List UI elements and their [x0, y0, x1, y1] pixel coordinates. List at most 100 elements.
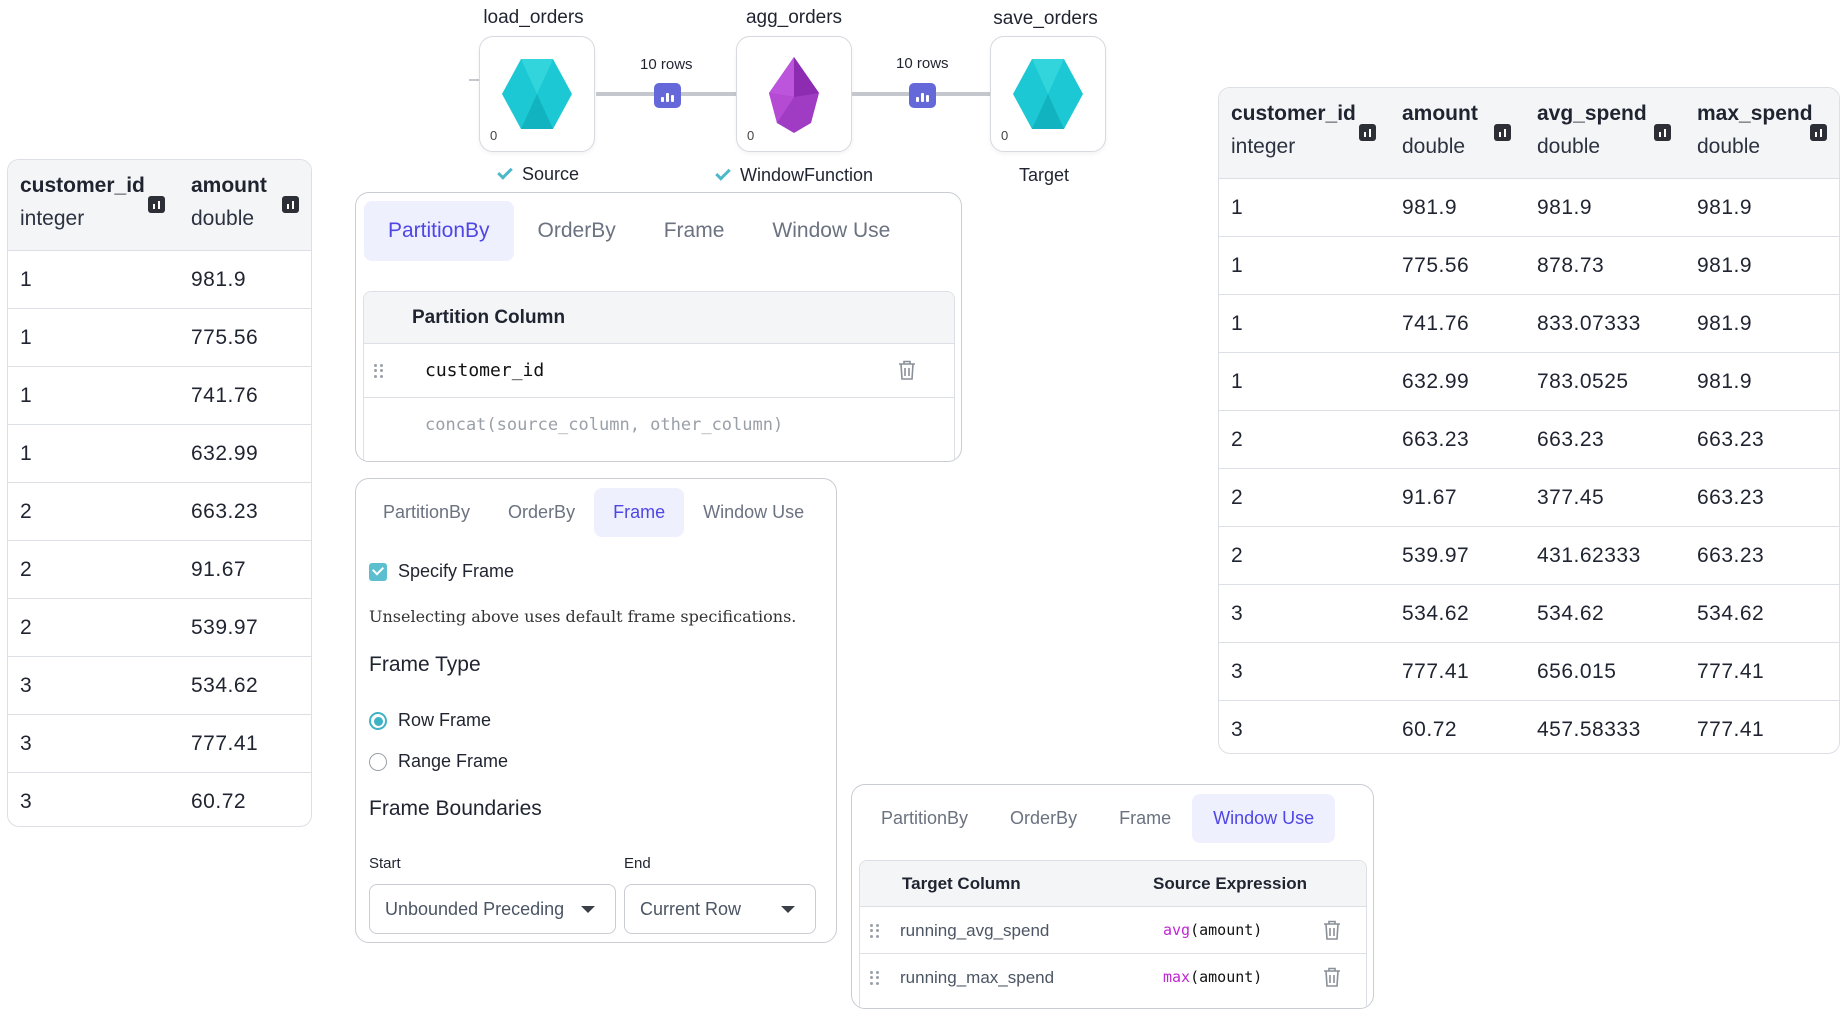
- table-cell: 1: [20, 267, 33, 291]
- table-cell: 534.62: [191, 673, 259, 697]
- table-row: 2 91.67 377.45 663.23: [1219, 469, 1839, 527]
- partition-by-panel: PartitionBy OrderBy Frame Window Use Par…: [355, 192, 962, 462]
- table-cell: 2: [1231, 485, 1244, 509]
- column-header[interactable]: customer_id integer: [1219, 88, 1390, 178]
- table-cell: 663.23: [1537, 427, 1605, 451]
- table-cell: 539.97: [191, 615, 259, 639]
- column-name: max_spend: [1697, 102, 1813, 125]
- node-agg-orders[interactable]: 0: [736, 36, 852, 152]
- table-row: 2 663.23 663.23 663.23: [1219, 411, 1839, 469]
- column-stats-icon[interactable]: [1494, 124, 1511, 141]
- drag-handle-icon[interactable]: [870, 924, 880, 938]
- column-stats-icon[interactable]: [148, 196, 165, 213]
- node-load-orders[interactable]: 0: [479, 36, 595, 152]
- table-cell: 878.73: [1537, 253, 1605, 277]
- table-row: 1 775.56 878.73 981.9: [1219, 237, 1839, 295]
- function-args: (amount): [1190, 968, 1263, 986]
- table-row: 3 60.72 457.58333 777.41: [1219, 701, 1839, 753]
- frame-hint: Unselecting above uses default frame spe…: [369, 607, 797, 626]
- partition-column-value[interactable]: customer_id: [425, 360, 545, 381]
- tab-order-by[interactable]: OrderBy: [1010, 807, 1078, 828]
- node-count: 0: [747, 128, 755, 143]
- specify-frame-checkbox[interactable]: [369, 562, 387, 581]
- edge-chart-icon[interactable]: [654, 83, 681, 108]
- node-save-orders[interactable]: 0: [990, 36, 1106, 152]
- check-icon: [715, 164, 731, 181]
- frame-type-label: Frame Type: [369, 653, 481, 676]
- frame-boundaries-label: Frame Boundaries: [369, 797, 542, 820]
- table-header: customer_id integer amount double avg_sp…: [1219, 88, 1839, 179]
- select-value: Unbounded Preceding: [385, 898, 565, 919]
- tab-partition-by[interactable]: PartitionBy: [383, 501, 471, 522]
- table-cell: 3: [1231, 601, 1244, 625]
- table-cell: 632.99: [1402, 369, 1470, 393]
- node-status: Source: [497, 163, 579, 185]
- source-expression-header: Source Expression: [1153, 874, 1308, 893]
- window-use-panel: PartitionBy OrderBy Frame Window Use Tar…: [851, 784, 1374, 1009]
- table-cell: 663.23: [1697, 427, 1765, 451]
- panel-tabs: PartitionBy OrderBy Frame Window Use: [860, 793, 1336, 843]
- table-cell: 431.62333: [1537, 543, 1641, 567]
- tab-order-by[interactable]: OrderBy: [537, 219, 616, 242]
- edge-chart-icon[interactable]: [909, 83, 936, 108]
- table-cell: 981.9: [1697, 253, 1753, 277]
- table-cell: 534.62: [1402, 601, 1470, 625]
- frame-start-select[interactable]: Unbounded Preceding: [369, 884, 616, 934]
- table-cell: 457.58333: [1537, 718, 1641, 741]
- tab-partition-by[interactable]: PartitionBy: [881, 807, 969, 828]
- row-frame-option[interactable]: Row Frame: [369, 710, 491, 731]
- tab-frame[interactable]: Frame: [594, 487, 685, 537]
- table-cell: 741.76: [1402, 311, 1470, 335]
- frame-end-select[interactable]: Current Row: [624, 884, 816, 934]
- target-column-value[interactable]: running_max_spend: [900, 968, 1055, 987]
- output-data-table: customer_id integer amount double avg_sp…: [1218, 87, 1840, 754]
- function-name: max: [1163, 968, 1191, 986]
- column-header[interactable]: max_spend double: [1685, 88, 1839, 178]
- source-expression-value[interactable]: max(amount): [1163, 968, 1262, 986]
- tab-frame[interactable]: Frame: [663, 219, 725, 242]
- column-header[interactable]: customer_id integer: [8, 160, 179, 250]
- table-row: 3 534.62: [8, 657, 311, 715]
- edge-row-count: 10 rows: [896, 55, 949, 72]
- table-row: 3 777.41 656.015 777.41: [1219, 643, 1839, 701]
- drag-handle-icon[interactable]: [870, 971, 880, 985]
- column-header[interactable]: amount double: [1390, 88, 1525, 178]
- delete-icon[interactable]: [897, 359, 915, 380]
- radio-range-frame[interactable]: [369, 752, 387, 771]
- tab-window-use[interactable]: Window Use: [703, 501, 805, 522]
- table-cell: 981.9: [1697, 311, 1753, 335]
- source-expression-value[interactable]: avg(amount): [1163, 921, 1262, 939]
- node-status-label: WindowFunction: [740, 165, 874, 185]
- column-stats-icon[interactable]: [1359, 124, 1376, 141]
- table-row: 1 741.76: [8, 367, 311, 425]
- delete-icon[interactable]: [1322, 966, 1340, 987]
- table-row: 3 777.41: [8, 715, 311, 773]
- tab-order-by[interactable]: OrderBy: [508, 501, 576, 522]
- column-stats-icon[interactable]: [1810, 124, 1827, 141]
- radio-row-frame[interactable]: [369, 711, 387, 730]
- column-header[interactable]: amount double: [179, 160, 311, 250]
- tab-partition-by[interactable]: PartitionBy: [364, 201, 514, 261]
- column-stats-icon[interactable]: [1654, 124, 1671, 141]
- drag-handle-icon[interactable]: [374, 364, 384, 378]
- column-name: amount: [191, 174, 267, 197]
- delete-icon[interactable]: [1322, 919, 1340, 940]
- table-cell: 3: [20, 790, 33, 813]
- table-row: 3 60.72: [8, 773, 311, 826]
- table-cell: 60.72: [191, 790, 247, 813]
- function-name: avg: [1163, 921, 1191, 939]
- partition-input-row[interactable]: concat(source_column, other_column): [364, 398, 954, 452]
- range-frame-option[interactable]: Range Frame: [369, 751, 508, 772]
- tab-frame[interactable]: Frame: [1119, 807, 1172, 828]
- tab-window-use[interactable]: Window Use: [1192, 793, 1336, 843]
- expression-placeholder: concat(source_column, other_column): [425, 415, 784, 435]
- table-cell: 2: [20, 557, 33, 581]
- table-cell: 3: [1231, 659, 1244, 683]
- specify-frame-label: Specify Frame: [398, 561, 515, 581]
- tab-window-use[interactable]: Window Use: [772, 219, 891, 242]
- table-row: 1 981.9 981.9 981.9: [1219, 179, 1839, 237]
- column-header[interactable]: avg_spend double: [1525, 88, 1685, 178]
- target-column-value[interactable]: running_avg_spend: [900, 921, 1050, 940]
- specify-frame-row[interactable]: Specify Frame: [369, 561, 514, 582]
- column-stats-icon[interactable]: [282, 196, 299, 213]
